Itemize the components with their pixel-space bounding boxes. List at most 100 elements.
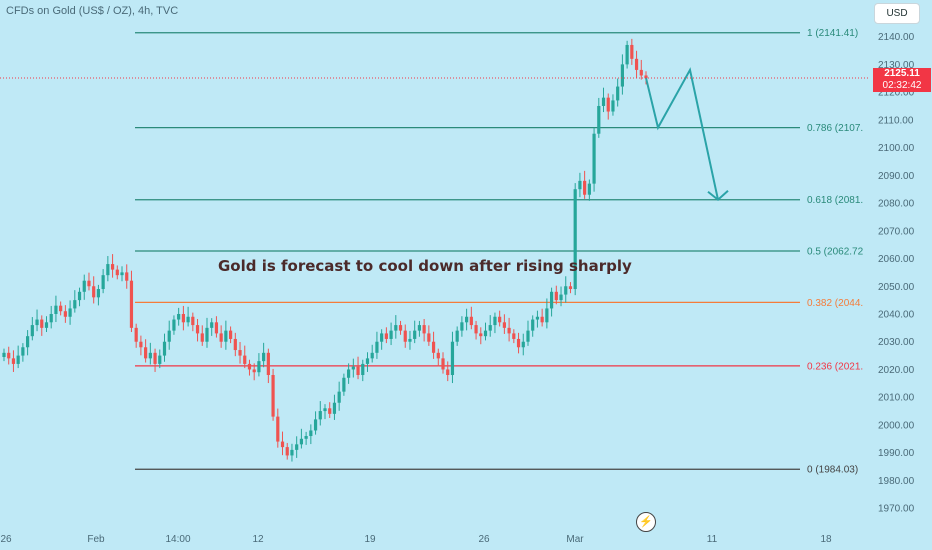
candle-body bbox=[625, 44, 629, 65]
candlestick-series bbox=[2, 38, 648, 462]
candle bbox=[205, 317, 209, 348]
currency-button[interactable]: USD bbox=[874, 3, 920, 24]
fibonacci-retracement[interactable]: 1 (2141.41) 0.786 (2107. 0.618 (2081. 0.5 (… bbox=[135, 28, 864, 476]
candle-body bbox=[304, 436, 308, 439]
candle-body bbox=[483, 330, 488, 337]
candle bbox=[549, 287, 554, 317]
candle-body bbox=[148, 352, 152, 359]
candle-body bbox=[394, 325, 398, 331]
candle-body bbox=[498, 316, 502, 323]
candle bbox=[370, 344, 374, 363]
candle bbox=[408, 330, 412, 350]
candle bbox=[469, 306, 473, 330]
candle-body bbox=[554, 291, 558, 301]
candle bbox=[144, 339, 148, 363]
candle bbox=[488, 315, 492, 337]
candle bbox=[620, 54, 624, 95]
candle bbox=[59, 301, 63, 316]
candle-body bbox=[243, 355, 247, 364]
candle bbox=[455, 326, 459, 346]
candle bbox=[446, 361, 450, 382]
candle bbox=[139, 335, 143, 356]
candle-body bbox=[82, 280, 86, 292]
price-axis-tick: 2140.00 bbox=[878, 32, 915, 43]
candle-body bbox=[337, 391, 341, 403]
price-axis-tick: 2100.00 bbox=[878, 143, 915, 154]
candle bbox=[44, 316, 49, 333]
forecast-annotation[interactable]: Gold is forecast to cool down after risi… bbox=[218, 257, 632, 275]
time-axis-tick: Mar bbox=[566, 534, 584, 545]
candle-body bbox=[408, 338, 412, 342]
candle bbox=[531, 315, 535, 337]
candle-body bbox=[257, 361, 261, 373]
candle bbox=[200, 325, 204, 346]
candle bbox=[26, 330, 30, 356]
candle bbox=[380, 329, 384, 350]
candle-body bbox=[30, 325, 34, 337]
candle bbox=[210, 318, 214, 336]
candle-body bbox=[195, 325, 200, 334]
candle-body bbox=[200, 333, 204, 342]
candle-body bbox=[512, 333, 516, 339]
candle bbox=[630, 38, 634, 65]
candle-body bbox=[521, 341, 525, 348]
candle-body bbox=[59, 305, 63, 312]
candle-body bbox=[7, 352, 11, 359]
candle-body bbox=[616, 86, 620, 101]
candle bbox=[375, 331, 379, 359]
candle bbox=[276, 408, 280, 448]
candle bbox=[228, 326, 233, 344]
candle-body bbox=[214, 322, 219, 334]
candle bbox=[280, 431, 285, 456]
candle bbox=[262, 342, 266, 368]
price-axis-tick: 2110.00 bbox=[878, 115, 914, 126]
candle-body bbox=[559, 294, 563, 301]
candle-body bbox=[134, 327, 138, 342]
candle bbox=[625, 40, 629, 69]
time-axis[interactable]: 26 Feb 14:00 12 19 26 Mar 11 18 bbox=[0, 534, 832, 545]
candle-body bbox=[380, 333, 384, 342]
time-axis-tick: 14:00 bbox=[165, 534, 190, 545]
candle-body bbox=[587, 183, 591, 195]
fib-level-label: 0.382 (2044. bbox=[807, 298, 863, 309]
candle-body bbox=[252, 369, 256, 373]
candle bbox=[389, 322, 393, 346]
candle bbox=[568, 282, 573, 294]
candle bbox=[450, 331, 455, 384]
candle-body bbox=[44, 322, 49, 328]
candle bbox=[460, 316, 464, 337]
candle-body bbox=[87, 280, 91, 287]
candle bbox=[474, 320, 478, 340]
candle-body bbox=[219, 333, 223, 342]
candle-body bbox=[120, 272, 124, 276]
candle-body bbox=[115, 269, 119, 276]
candle bbox=[332, 394, 337, 420]
price-axis-tick: 1990.00 bbox=[878, 448, 915, 459]
candle-body bbox=[422, 325, 426, 334]
lightning-icon[interactable]: ⚡ bbox=[636, 512, 656, 532]
candle-body bbox=[347, 369, 351, 378]
candle-body bbox=[205, 327, 209, 342]
price-axis-tick: 2030.00 bbox=[878, 337, 915, 348]
candle-body bbox=[295, 444, 299, 450]
candle-body bbox=[417, 325, 422, 331]
candle bbox=[583, 170, 587, 199]
candle-body bbox=[233, 338, 237, 351]
candle bbox=[96, 284, 101, 306]
candle bbox=[195, 318, 200, 342]
forecast-projection[interactable] bbox=[645, 67, 729, 202]
candle-body bbox=[313, 419, 318, 431]
candle-body bbox=[16, 355, 20, 364]
candle bbox=[483, 322, 488, 341]
candle bbox=[502, 314, 506, 334]
candle-body bbox=[40, 319, 44, 328]
symbol-title: CFDs on Gold (US$ / OZ), 4h, TVC bbox=[6, 5, 179, 17]
price-axis-tick: 2000.00 bbox=[878, 420, 915, 431]
price-axis[interactable]: 2140.00 2130.00 2120.00 2110.00 2100.00 2090.… bbox=[878, 32, 915, 514]
candle-body bbox=[365, 358, 370, 364]
candle bbox=[11, 350, 16, 372]
candle bbox=[559, 286, 563, 307]
candle-body bbox=[238, 350, 242, 356]
candle bbox=[639, 59, 643, 80]
